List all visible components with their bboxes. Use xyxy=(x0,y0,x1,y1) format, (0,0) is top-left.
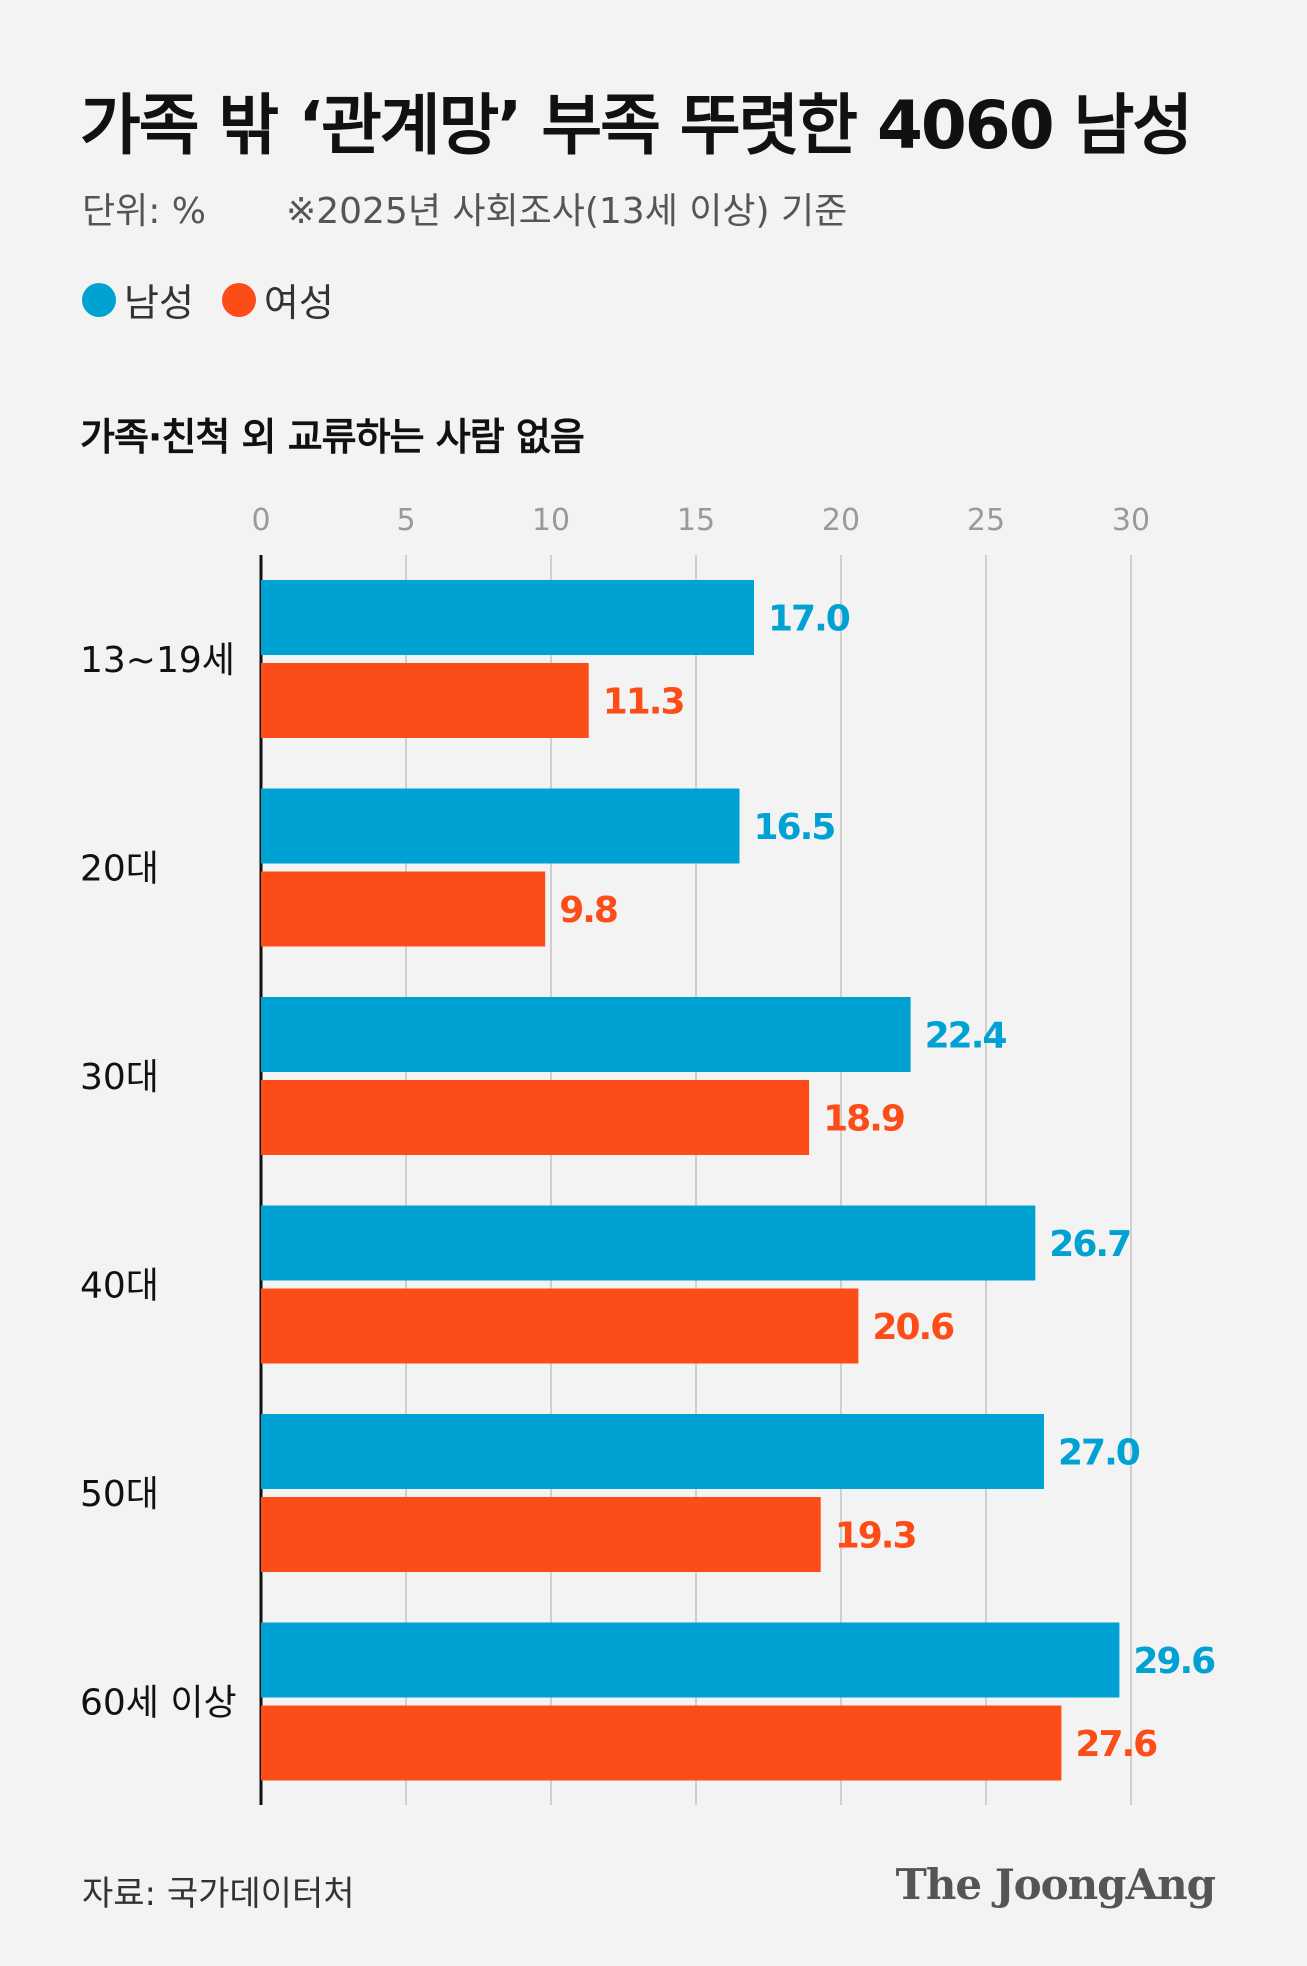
legend-label-female: 여성 xyxy=(263,281,334,325)
category-layer: 13~19세 20대 30대 40대 50대 60세 이상 xyxy=(80,640,237,1724)
legend-item-male: 남성 xyxy=(82,272,194,327)
bar-female xyxy=(261,663,589,738)
data-label: 20.6 xyxy=(872,1307,954,1348)
bar-female xyxy=(261,871,546,947)
bar-male xyxy=(261,997,911,1072)
tick-layer: 0 5 10 15 20 25 30 xyxy=(251,503,1150,538)
data-label: 19.3 xyxy=(835,1516,916,1557)
label-layer: 17.0 11.3 16.5 9.8 22.4 18.9 26.7 20.6 27.0 19.3 2… xyxy=(559,599,1217,1766)
data-label: 26.7 xyxy=(1049,1224,1130,1265)
data-label: 22.4 xyxy=(925,1016,1007,1057)
category-label: 60세 이상 xyxy=(80,1683,237,1724)
legend-dot-female xyxy=(221,282,256,317)
grid-layer xyxy=(259,555,1132,1805)
legend: 남성 여성 xyxy=(82,272,362,327)
category-label: 50대 xyxy=(80,1474,159,1515)
bar-male xyxy=(261,788,740,864)
category-label: 40대 xyxy=(80,1266,159,1307)
unit-label: 단위: % xyxy=(82,191,207,232)
bar-layer xyxy=(261,580,1120,1781)
data-label: 27.6 xyxy=(1075,1724,1157,1765)
note-label: ※2025년 사회조사(13세 이상) 기준 xyxy=(286,191,848,232)
data-label: 11.3 xyxy=(603,682,684,723)
bar-female xyxy=(261,1080,810,1155)
bar-male xyxy=(261,1622,1120,1698)
category-label: 30대 xyxy=(80,1057,159,1098)
bar-female xyxy=(261,1288,859,1364)
data-label: 18.9 xyxy=(823,1099,904,1140)
tick-label: 25 xyxy=(967,503,1005,538)
bar-male xyxy=(261,1414,1044,1489)
legend-label-male: 남성 xyxy=(124,281,194,325)
tick-label: 10 xyxy=(532,503,570,538)
page-title: 가족 밖 ‘관계망’ 부족 뚜렷한 4060 남성 xyxy=(80,87,1193,164)
category-label: 20대 xyxy=(80,849,159,890)
data-label: 16.5 xyxy=(754,807,835,848)
meta-line: 단위: % ※2025년 사회조사(13세 이상) 기준 xyxy=(82,182,847,234)
data-label: 29.6 xyxy=(1133,1641,1215,1682)
brand-logo: The JoongAng xyxy=(895,1860,1216,1909)
data-label: 27.0 xyxy=(1058,1433,1140,1474)
data-label: 9.8 xyxy=(559,890,617,931)
tick-label: 15 xyxy=(677,503,715,538)
tick-label: 30 xyxy=(1112,503,1150,538)
legend-dot-male xyxy=(82,282,116,317)
bar-female xyxy=(261,1705,1062,1781)
data-label: 17.0 xyxy=(768,599,850,640)
tick-label: 0 xyxy=(251,503,270,538)
legend-item-female: 여성 xyxy=(221,272,334,327)
bar-female xyxy=(261,1497,821,1572)
category-label: 13~19세 xyxy=(80,640,235,681)
tick-label: 5 xyxy=(396,503,415,538)
chart-title: 가족·친척 외 교류하는 사람 없음 xyxy=(80,415,585,459)
bar-male xyxy=(261,580,754,655)
source-label: 자료: 국가데이터처 xyxy=(82,1874,355,1914)
tick-label: 20 xyxy=(822,503,860,538)
bar-male xyxy=(261,1205,1036,1281)
